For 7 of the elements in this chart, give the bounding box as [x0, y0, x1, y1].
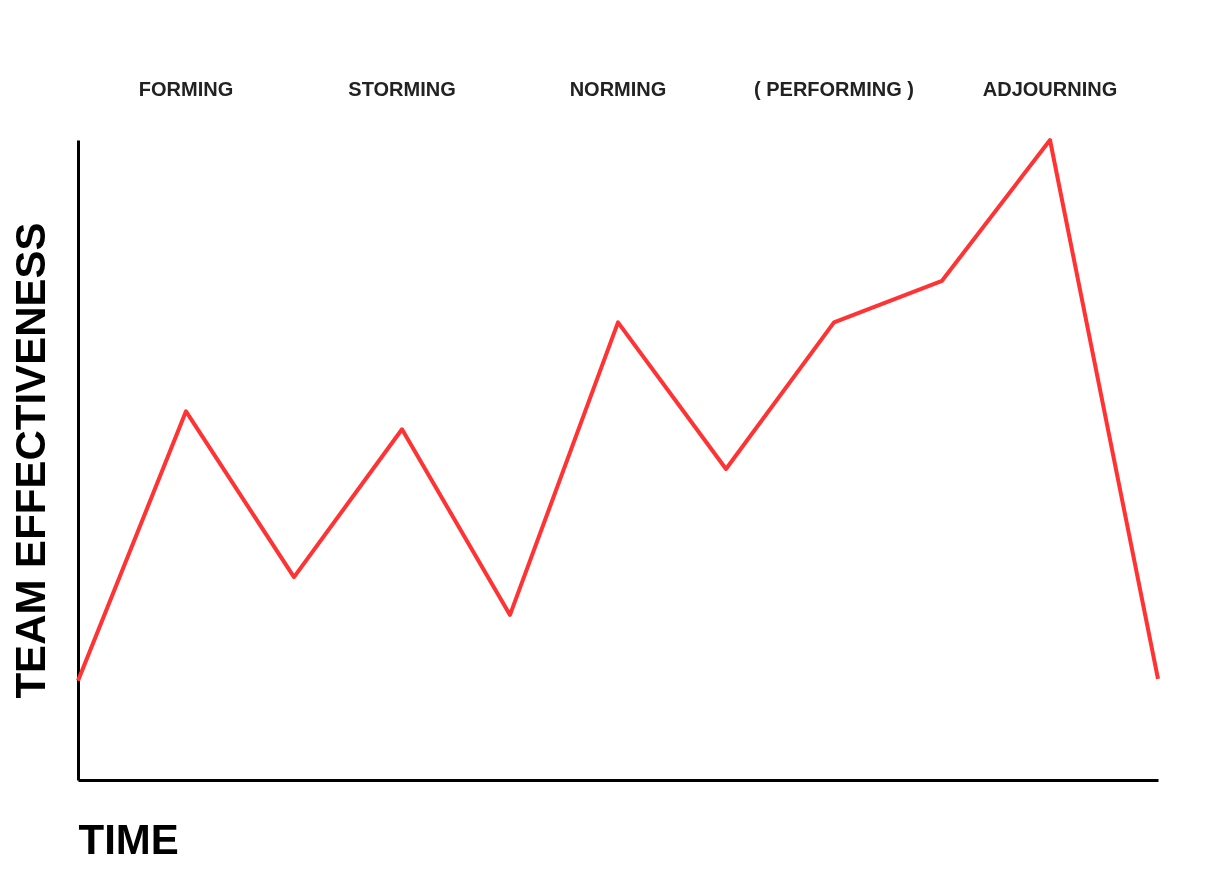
text: NORMING: [569, 78, 667, 100]
text: ADJOURNING: [982, 78, 1118, 100]
text: STORMING: [348, 78, 456, 100]
x-axis-title: TIME: [78, 815, 179, 863]
y-axis-title: TEAM EFFECTIVENESS: [6, 222, 54, 699]
text: FORMING: [138, 78, 234, 100]
text: ( PERFORMING ): [754, 78, 914, 100]
